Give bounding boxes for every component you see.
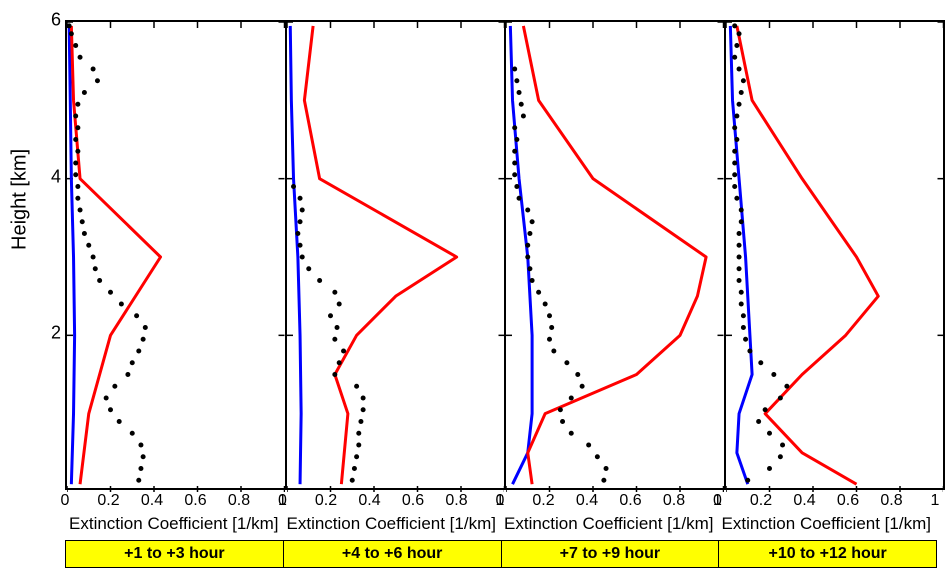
x-ticks-panel: 00.20.40.60.81 [65, 492, 283, 510]
black-series [732, 23, 789, 482]
x-tick-label: 0.8 [663, 492, 685, 510]
x-tick-label: 0.4 [358, 492, 380, 510]
x-tick-label: 0.4 [141, 492, 163, 510]
x-axis-label: Extinction Coefficient [1/km] [65, 514, 283, 534]
y-tick-label: 2 [41, 323, 61, 344]
time-label: +4 to +6 hour [284, 541, 502, 567]
x-tick-label: 0.8 [880, 492, 902, 510]
x-tick-label: 0.2 [750, 492, 772, 510]
blue-series [290, 26, 301, 484]
y-tick-label: 4 [41, 166, 61, 187]
x-tick-label: 0.2 [315, 492, 337, 510]
x-tick-label: 0 [61, 492, 70, 510]
x-ticks-panel: 00.20.40.60.81 [500, 492, 718, 510]
x-tick-label: 0 [713, 492, 722, 510]
plot-panel-1 [65, 20, 287, 490]
plot-svg [726, 22, 944, 492]
plot-panel-2 [287, 20, 507, 490]
y-tick-label: 6 [41, 10, 61, 31]
x-tick-label: 0 [496, 492, 505, 510]
x-tick-label: 0.2 [97, 492, 119, 510]
time-label: +7 to +9 hour [502, 541, 720, 567]
y-axis-ticks: 246 [40, 20, 65, 490]
plot-panel-4 [726, 20, 946, 490]
red-series [304, 26, 456, 484]
red-series [736, 26, 877, 484]
x-ticks-panel: 00.20.40.60.81 [283, 492, 501, 510]
x-tick-label: 0.4 [793, 492, 815, 510]
x-tick-label: 0.6 [184, 492, 206, 510]
x-tick-label: 0.6 [837, 492, 859, 510]
y-axis-label: Height [km] [9, 149, 32, 250]
x-tick-label: 0.4 [576, 492, 598, 510]
x-tick-label: 0.6 [619, 492, 641, 510]
x-ticks-panel: 00.20.40.60.81 [718, 492, 936, 510]
x-axis-label: Extinction Coefficient [1/km] [500, 514, 718, 534]
x-tick-label: 0.8 [228, 492, 250, 510]
figure-root: Height [km] 2 4 6 0 0.2 0.4 0.6 0.8 1 0 0.2 0.4 0.6… [10, 10, 941, 555]
x-tick-label: 1 [931, 492, 940, 510]
black-series [67, 23, 148, 482]
time-labels-row: +1 to +3 hour+4 to +6 hour+7 to +9 hour+… [65, 540, 937, 568]
red-series [523, 26, 706, 484]
plot-svg [506, 22, 724, 492]
x-axis-labels: Extinction Coefficient [1/km]Extinction … [65, 514, 935, 534]
plot-panel-3 [506, 20, 726, 490]
time-label: +1 to +3 hour [66, 541, 284, 567]
plot-svg [287, 22, 505, 492]
x-tick-label: 0.6 [402, 492, 424, 510]
x-axis-ticks: 00.20.40.60.8100.20.40.60.8100.20.40.60.… [65, 492, 935, 510]
plot-svg [67, 22, 285, 492]
x-axis-label: Extinction Coefficient [1/km] [283, 514, 501, 534]
x-tick-label: 0.2 [532, 492, 554, 510]
x-axis-label: Extinction Coefficient [1/km] [718, 514, 936, 534]
x-tick-label: 0 [278, 492, 287, 510]
x-tick-label: 0.8 [445, 492, 467, 510]
time-label: +10 to +12 hour [719, 541, 936, 567]
plot-panels [65, 20, 935, 490]
black-series [512, 67, 608, 483]
